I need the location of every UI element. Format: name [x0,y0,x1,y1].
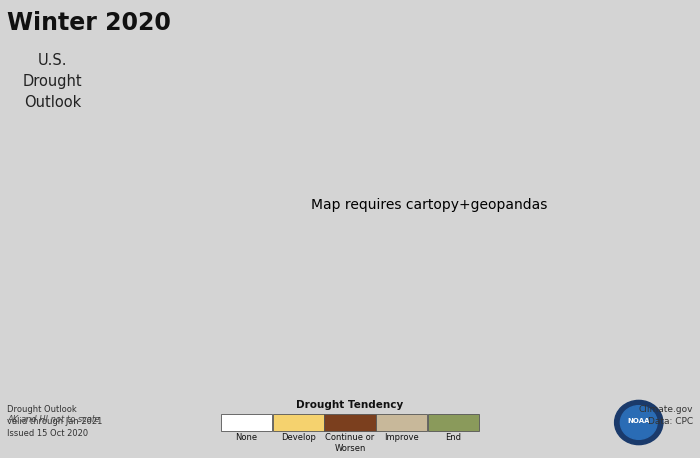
Text: Drought Outlook
valid through Jan 2021
Issued 15 Oct 2020: Drought Outlook valid through Jan 2021 I… [7,405,102,438]
Text: Drought Tendency: Drought Tendency [296,400,404,410]
Text: End: End [446,433,461,442]
Text: Improve: Improve [384,433,419,442]
Circle shape [620,406,657,439]
Text: None: None [235,433,258,442]
Text: Develop: Develop [281,433,316,442]
Text: Map requires cartopy+geopandas: Map requires cartopy+geopandas [311,198,547,212]
Text: Continue or
Worsen: Continue or Worsen [326,433,374,453]
Text: AK and HI not to scale: AK and HI not to scale [7,414,99,424]
Text: Winter 2020: Winter 2020 [7,11,171,35]
Circle shape [615,400,663,445]
Text: Climate.gov
Data: CPC: Climate.gov Data: CPC [638,405,693,426]
Text: NOAA: NOAA [627,418,650,424]
Text: U.S.
Drought
Outlook: U.S. Drought Outlook [22,53,83,109]
